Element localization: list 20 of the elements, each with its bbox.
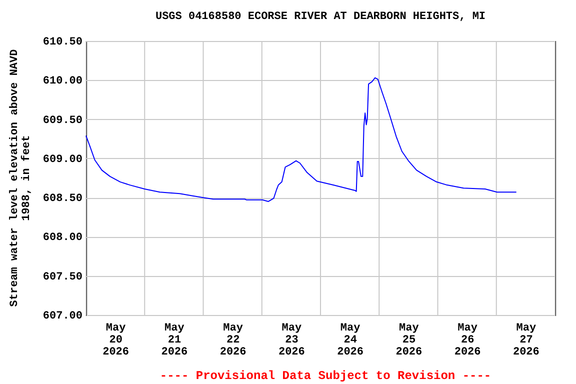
y-tick-label: 610.50 — [42, 36, 82, 48]
x-tick-label: May 27 2026 — [512, 322, 540, 358]
y-tick-label: 607.00 — [42, 310, 82, 322]
x-tick-label: May 26 2026 — [454, 322, 481, 358]
y-tick-label: 607.50 — [42, 271, 82, 284]
y-axis-title: Stream water level elevation above NAVD 1988, in feet — [9, 48, 33, 307]
x-tick-label: May 23 2026 — [278, 322, 305, 358]
y-tick-label: 609.00 — [42, 154, 82, 166]
chart-title: USGS 04168580 ECORSE RIVER AT DEARBORN HEIGHTS, MI — [155, 11, 486, 23]
x-tick-label: May 25 2026 — [396, 322, 422, 358]
line-series — [86, 77, 517, 202]
y-tick-label: 609.50 — [42, 114, 82, 127]
y-tick-label: 608.00 — [42, 232, 82, 244]
y-tick-label: 610.00 — [42, 76, 82, 88]
x-tick-label: May 21 2026 — [161, 322, 188, 358]
x-tick-label: May 24 2026 — [337, 322, 364, 358]
y-tick-label: 608.50 — [42, 193, 82, 206]
x-tick-label: May 20 2026 — [102, 322, 130, 358]
x-tick-label: May 22 2026 — [220, 322, 246, 358]
text: ---- Provisional Data Subject to Revision ---- — [160, 369, 492, 383]
